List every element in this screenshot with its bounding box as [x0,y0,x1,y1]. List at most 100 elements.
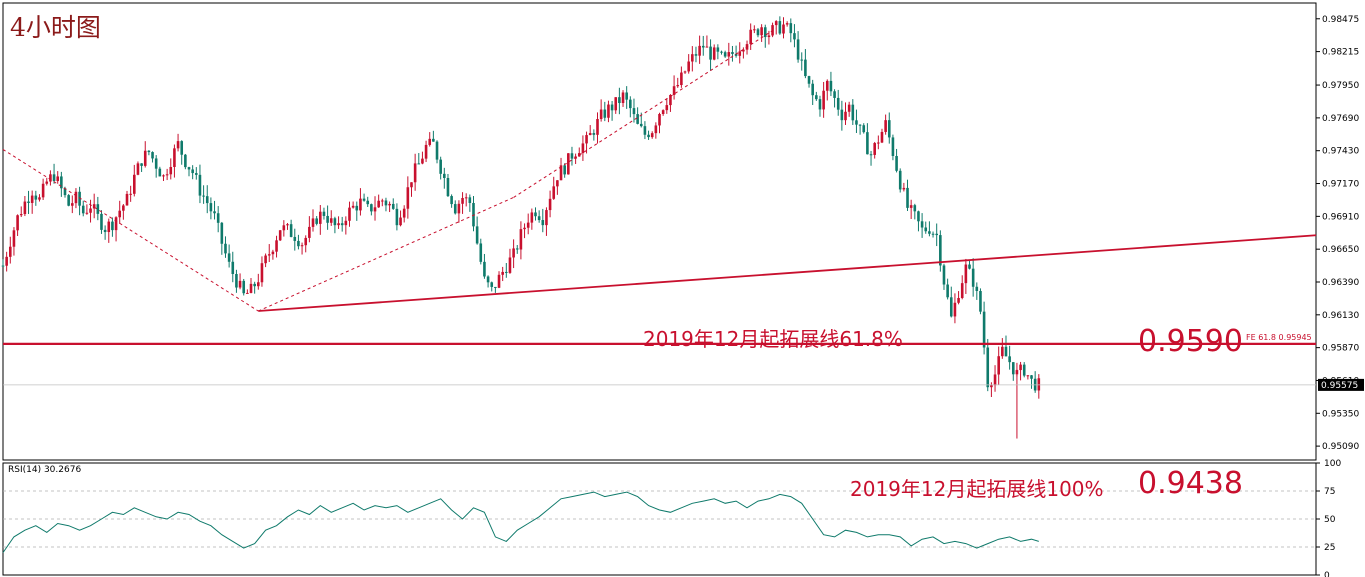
rsi-tick-label: 25 [1324,543,1335,553]
candle-body [887,120,891,138]
candle-body [913,205,917,212]
candle-body [5,256,8,266]
candle-body [986,347,990,388]
candle-body [709,46,712,60]
candle-body [267,254,271,256]
candle-body [895,155,898,171]
candle-body [829,80,833,92]
candle-body [541,220,545,226]
candle-body [548,198,552,211]
projection-dashed-line [513,27,777,198]
candle-body [968,264,971,269]
price-pane-frame [2,2,1317,461]
candle-body [811,83,814,96]
candle-body [672,86,676,96]
candle-body [603,109,607,118]
candle-body [34,195,38,200]
candle-body [300,245,304,247]
candle-body [257,282,260,287]
candle-body [249,283,253,293]
candle-body [851,104,855,121]
candle-body [1037,378,1041,391]
candle-body [866,132,869,155]
candle-body [63,188,67,196]
candle-body [158,168,162,177]
price-tick-label: 0.98215 [1322,48,1359,58]
price-tick-label: 0.97690 [1322,114,1359,124]
candle-body [979,290,982,312]
candle-body [800,59,804,61]
candle-body [293,236,297,241]
candle-body [118,210,122,218]
candle-body [552,186,556,199]
candle-body [340,223,344,226]
candle-body [599,109,603,120]
candle-body [720,51,723,53]
candle-body [618,97,621,104]
candle-body [377,200,380,208]
candle-body [818,99,822,110]
candle-body [712,47,716,60]
price-tick-label: 0.95870 [1322,344,1359,354]
candle-body [457,203,461,214]
candle-body [432,138,435,142]
candle-body [23,201,27,215]
candle-body [402,208,406,218]
candle-body [526,222,530,228]
price-tick-label: 0.95090 [1322,442,1359,452]
candle-body [705,46,709,48]
candle-body [756,29,760,36]
candle-body [333,218,337,226]
candle-body [351,205,355,208]
candle-body [479,243,483,262]
candle-body [920,221,924,228]
candle-body [413,163,417,183]
price-tick-label: 0.97430 [1322,147,1359,157]
candle-body [395,208,399,226]
candle-body [537,216,541,221]
candle-body [716,47,720,52]
candle-body [694,54,698,56]
candle-body [271,251,275,255]
candle-body [198,174,202,196]
rsi-tick-label: 50 [1324,515,1336,525]
candle-body [326,215,329,223]
projection-dashed-line [2,149,259,312]
candle-body [836,97,840,110]
candle-body [898,170,902,190]
candle-body [847,104,851,112]
candle-body [614,97,618,111]
candle-body [844,111,847,121]
candle-body [227,253,231,262]
candle-body [858,124,862,126]
candle-body [880,131,884,143]
chart-title: 4小时图 [10,13,101,42]
candle-body [782,24,785,34]
candle-body [1,265,5,267]
rsi-indicator-label: RSI(14) 30.2676 [8,465,82,475]
candle-body [753,29,756,31]
candle-body [125,193,129,206]
candle-body [213,211,216,214]
candle-body [311,218,315,227]
candle-body [176,141,180,149]
candle-body [424,144,428,159]
candle-body [154,158,158,169]
candle-body [556,180,559,187]
candle-body [169,166,173,175]
candle-body [100,213,103,230]
candle-body [661,110,665,114]
price-tick-label: 0.96390 [1322,278,1359,288]
candle-body [632,108,636,115]
candle-body [727,52,731,57]
candle-body [286,224,289,226]
fe618-price-label: 0.9590 [1138,324,1243,359]
candle-body [191,169,194,174]
candle-body [928,231,931,234]
candle-body [942,265,946,285]
candle-body [406,187,410,209]
candle-body [337,223,340,226]
candle-body [862,125,866,133]
candle-body [278,230,282,241]
candle-body [680,72,683,86]
